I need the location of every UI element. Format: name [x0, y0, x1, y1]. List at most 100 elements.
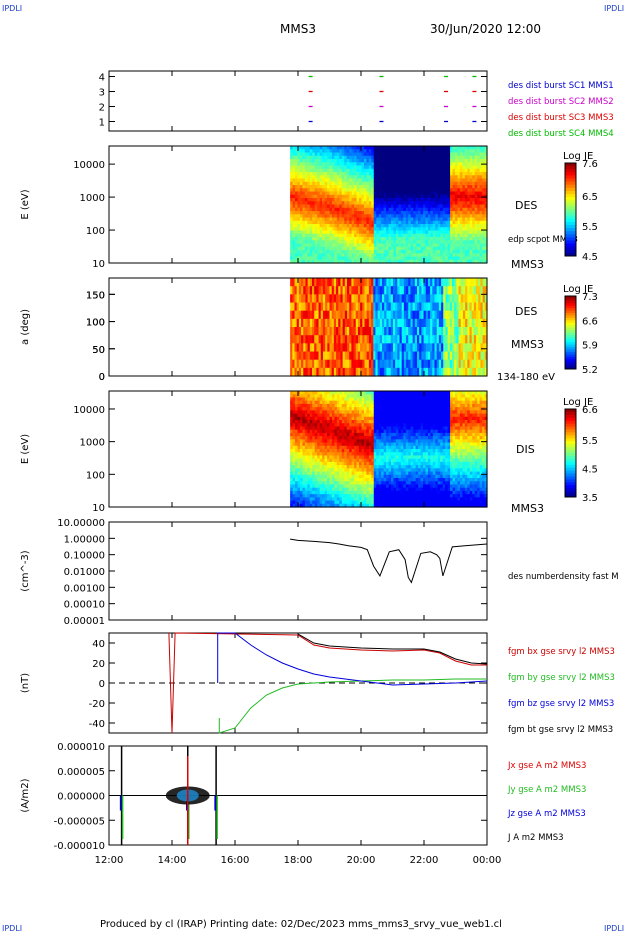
- spectrogram-cell: [432, 162, 436, 167]
- spectrogram-cell: [312, 207, 316, 212]
- spectrogram-cell: [329, 149, 333, 154]
- spectrogram-cell: [368, 278, 372, 287]
- spectrogram-cell: [476, 335, 479, 344]
- spectrogram-cell: [375, 351, 379, 361]
- spectrogram-cell: [445, 188, 449, 193]
- colorbar-title: Log JE: [563, 284, 593, 295]
- spectrogram-cell: [430, 246, 434, 251]
- spectrogram-cell: [349, 243, 353, 248]
- spectrogram-cell: [347, 286, 350, 295]
- spectrogram-cell: [331, 217, 336, 222]
- spectrogram-cell: [440, 198, 444, 202]
- spectrogram-cell: [471, 351, 475, 361]
- spectrogram-cell: [319, 162, 323, 167]
- spectrogram-cell: [427, 207, 431, 212]
- spectrogram-cell: [292, 423, 296, 428]
- spectrogram-cell: [307, 318, 311, 328]
- spectrogram-cell: [378, 256, 382, 261]
- spectrogram-cell: [391, 191, 395, 196]
- spectrogram-cell: [425, 185, 429, 189]
- colorbar-segment: [565, 221, 576, 226]
- spectrogram-cell: [327, 162, 331, 167]
- spectrogram-cell: [331, 484, 336, 489]
- spectrogram-cell: [366, 175, 370, 180]
- spectrogram-cell: [459, 217, 463, 222]
- spectrogram-cell: [456, 343, 460, 353]
- spectrogram-cell: [290, 230, 294, 235]
- spectrogram-cell: [319, 155, 323, 160]
- spectrogram-cell: [420, 175, 424, 180]
- spectrogram-cell: [290, 278, 293, 287]
- spectrogram-cell: [450, 259, 454, 264]
- spectrogram-cell: [336, 497, 340, 502]
- spectrogram-cell: [297, 194, 301, 199]
- spectrogram-cell: [333, 318, 337, 328]
- spectrogram-cell: [437, 191, 441, 196]
- spectrogram-cell: [290, 416, 294, 421]
- spectrogram-cell: [469, 327, 473, 336]
- spectrogram-cell: [377, 327, 381, 336]
- spectrogram-cell: [290, 449, 294, 453]
- spectrogram-cell: [482, 243, 486, 248]
- spectrogram-cell: [386, 246, 390, 251]
- spectrogram-cell: [472, 172, 476, 176]
- spectrogram-cell: [344, 487, 348, 492]
- spectrogram-cell: [384, 343, 387, 353]
- spectrogram-cell: [427, 181, 431, 186]
- spectrogram-cell: [312, 259, 316, 264]
- spectrogram-cell: [353, 367, 357, 377]
- spectrogram-cell: [290, 327, 293, 336]
- spectrogram-cell: [359, 253, 363, 258]
- spectrogram-cell: [459, 211, 463, 215]
- spectrogram-cell: [314, 367, 317, 377]
- spectrogram-cell: [408, 178, 412, 183]
- spectrogram-cell: [331, 478, 336, 482]
- spectrogram-cell: [440, 207, 444, 212]
- spectrogram-cell: [357, 310, 361, 320]
- spectrogram-cell: [425, 246, 429, 251]
- spectrogram-cell: [371, 168, 375, 173]
- spectrogram-cell: [474, 181, 478, 186]
- spectrogram-cell: [403, 240, 407, 245]
- spectrogram-cell: [339, 426, 343, 431]
- spectrogram-cell: [415, 188, 419, 193]
- spectrogram-cell: [329, 172, 333, 176]
- spectrogram-cell: [427, 351, 431, 361]
- spectrogram-cell: [418, 253, 422, 258]
- spectrogram-cell: [418, 168, 422, 173]
- spectrogram-cell: [432, 207, 436, 212]
- spectrogram-cell: [430, 259, 434, 264]
- spectrogram-cell: [317, 468, 321, 473]
- spectrogram-cell: [378, 146, 382, 150]
- spectrogram-cell: [314, 487, 318, 492]
- spectrogram-cell: [319, 416, 323, 421]
- spectrogram-cell: [425, 335, 429, 344]
- colorbar-frame: [564, 295, 577, 370]
- spectrogram-cell: [327, 211, 331, 215]
- spectrogram-cell: [336, 487, 340, 492]
- spectrogram-cell: [354, 201, 358, 206]
- spectrogram-cell: [390, 294, 394, 304]
- spectrogram-cell: [377, 343, 381, 353]
- spectrogram-cell: [339, 458, 343, 463]
- spectrogram-cell: [479, 253, 483, 258]
- spectrogram-cell: [457, 168, 461, 173]
- spectrogram-cell: [484, 318, 488, 328]
- spectrogram-cell: [373, 259, 377, 264]
- spectrogram-cell: [292, 449, 296, 453]
- spectrogram-cell: [320, 310, 324, 320]
- spectrogram-cell: [304, 442, 308, 447]
- spectrogram-cell: [339, 403, 343, 408]
- spectrogram-cell: [322, 439, 326, 444]
- spectrogram-cell: [462, 217, 466, 222]
- spectrogram-cell: [341, 230, 345, 235]
- spectrogram-cell: [400, 185, 404, 189]
- spectrogram-cell: [474, 198, 478, 202]
- spectrogram-cell: [317, 237, 321, 241]
- spectrogram-cell: [388, 178, 392, 183]
- spectrogram-cell: [480, 286, 484, 295]
- spectrogram-cell: [295, 191, 299, 196]
- y-tick-label: 100: [86, 318, 105, 329]
- spectrogram-cell: [344, 214, 348, 219]
- spectrogram-cell: [472, 185, 476, 189]
